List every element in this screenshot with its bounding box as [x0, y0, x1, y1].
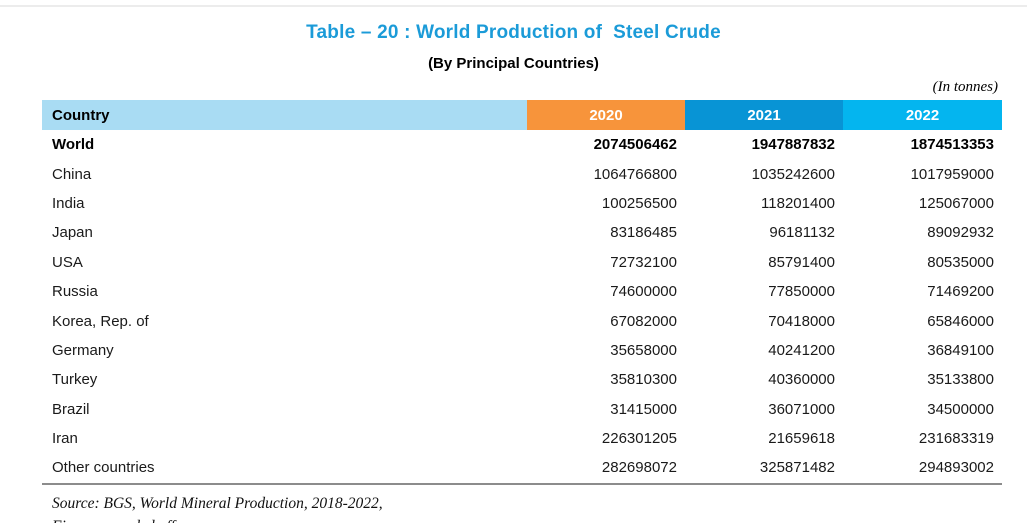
value-cell-2022: 294893002 [918, 459, 994, 477]
value-cell-2020: 1064766800 [593, 165, 677, 183]
country-cell: Korea, Rep. of [52, 312, 149, 330]
value-cell-2022: 125067000 [918, 194, 994, 212]
table-row-other-countries: Other countries 282698072 325871482 2948… [42, 453, 1002, 483]
header-row: Country 2020 2021 2022 [42, 100, 1002, 130]
source-line-1: Source: BGS, World Mineral Production, 2… [52, 494, 383, 512]
table-row-turkey: Turkey 35810300 40360000 35133800 [42, 365, 1002, 394]
value-cell-2020: 35810300 [610, 371, 677, 389]
value-cell-2021: 118201400 [761, 194, 835, 212]
country-cell: Turkey [52, 371, 98, 389]
country-cell: USA [52, 253, 83, 271]
table-row-korea: Korea, Rep. of 67082000 70418000 6584600… [42, 306, 1002, 335]
value-cell-2021: 1947887832 [751, 136, 835, 154]
table-row-china: China 1064766800 1035242600 1017959000 [42, 159, 1002, 188]
value-cell-2022: 80535000 [927, 253, 994, 271]
column-header-2020: 2020 [527, 100, 685, 130]
value-cell-2020: 67082000 [610, 312, 677, 330]
value-cell-2020: 74600000 [610, 283, 677, 301]
value-cell-2020: 100256500 [601, 194, 677, 212]
value-cell-2021: 325871482 [759, 459, 835, 477]
country-cell: Japan [52, 224, 93, 242]
value-cell-2021: 1035242600 [751, 165, 835, 183]
production-table: Country 2020 2021 2022 World 2074506462 … [42, 100, 1002, 485]
value-cell-2021: 96181132 [769, 224, 835, 242]
column-header-country: Country [42, 100, 527, 130]
page-title: Table – 20 : World Production of Steel C… [306, 22, 721, 43]
table-row-world: World 2074506462 1947887832 1874513353 [42, 130, 1002, 159]
value-cell-2022: 1017959000 [910, 165, 994, 183]
value-cell-2020: 282698072 [601, 459, 677, 477]
country-cell: Brazil [52, 400, 90, 418]
country-cell: Russia [52, 283, 98, 301]
value-cell-2022: 71469200 [927, 283, 994, 301]
table-row-iran: Iran 226301205 21659618 231683319 [42, 424, 1002, 453]
table-row-india: India 100256500 118201400 125067000 [42, 189, 1002, 218]
country-cell: India [52, 194, 85, 212]
value-cell-2020: 83186485 [610, 224, 677, 242]
table-row-brazil: Brazil 31415000 36071000 34500000 [42, 395, 1002, 424]
table-container: (In tonnes) Country 2020 2021 2022 World [42, 79, 1002, 485]
value-cell-2022: 36849100 [927, 341, 994, 359]
value-cell-2022: 34500000 [927, 400, 994, 418]
country-cell: Other countries [52, 459, 155, 477]
value-cell-2020: 226301205 [601, 430, 677, 448]
country-cell: World [52, 136, 95, 154]
source-note: Source: BGS, World Mineral Production, 2… [52, 492, 1027, 523]
value-cell-2021: 21659618 [768, 430, 835, 448]
unit-note: (In tonnes) [932, 79, 998, 95]
value-cell-2022: 65846000 [927, 312, 994, 330]
table-row-japan: Japan 83186485 96181132 89092932 [42, 218, 1002, 247]
value-cell-2020: 31415000 [610, 400, 677, 418]
page-subtitle: (By Principal Countries) [428, 55, 599, 72]
value-cell-2021: 70418000 [768, 312, 835, 330]
country-cell: Germany [52, 341, 114, 359]
value-cell-2021: 77850000 [768, 283, 835, 301]
column-header-2021: 2021 [685, 100, 843, 130]
value-cell-2022: 35133800 [927, 371, 994, 389]
value-cell-2020: 2074506462 [593, 136, 677, 154]
value-cell-2021: 40241200 [768, 341, 835, 359]
value-cell-2020: 35658000 [610, 341, 677, 359]
value-cell-2022: 89092932 [927, 224, 994, 242]
value-cell-2022: 1874513353 [910, 136, 994, 154]
top-divider [0, 5, 1027, 7]
column-header-2022: 2022 [843, 100, 1002, 130]
value-cell-2020: 72732100 [610, 253, 677, 271]
source-line-2: Figures rounded off; [52, 515, 1027, 523]
table-row-usa: USA 72732100 85791400 80535000 [42, 248, 1002, 277]
country-cell: Iran [52, 430, 78, 448]
value-cell-2022: 231683319 [918, 430, 994, 448]
table-row-germany: Germany 35658000 40241200 36849100 [42, 336, 1002, 365]
table-row-russia: Russia 74600000 77850000 71469200 [42, 277, 1002, 306]
value-cell-2021: 40360000 [768, 371, 835, 389]
value-cell-2021: 85791400 [768, 253, 835, 271]
country-cell: China [52, 165, 92, 183]
value-cell-2021: 36071000 [768, 400, 835, 418]
